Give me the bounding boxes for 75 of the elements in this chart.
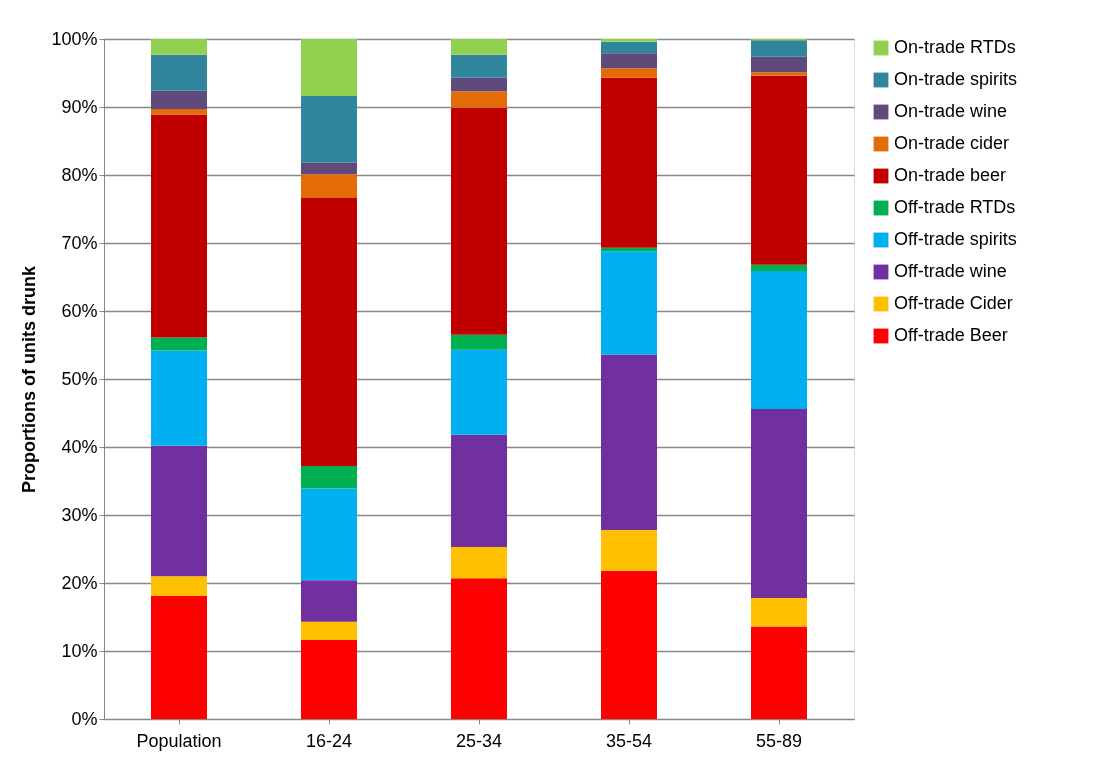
y-tick-label: 90% bbox=[61, 96, 98, 117]
x-tick-label: 16-24 bbox=[305, 730, 353, 751]
bar bbox=[151, 109, 207, 115]
bar bbox=[751, 56, 807, 73]
bar bbox=[601, 53, 657, 69]
bar bbox=[301, 39, 357, 97]
bar bbox=[751, 40, 807, 57]
bar bbox=[301, 198, 357, 467]
bar bbox=[451, 91, 507, 108]
bar bbox=[301, 174, 357, 199]
bar bbox=[751, 264, 807, 271]
y-tick-label: 70% bbox=[61, 232, 98, 253]
bar bbox=[601, 529, 657, 571]
bar bbox=[151, 350, 207, 446]
y-tick-label: 0% bbox=[71, 708, 98, 729]
legend-label: Off-trade wine bbox=[894, 261, 1007, 281]
bar bbox=[601, 39, 657, 42]
bar bbox=[751, 72, 807, 76]
bar bbox=[151, 54, 207, 91]
y-axis-title: Proportions of units drunk bbox=[19, 265, 40, 493]
bar bbox=[601, 77, 657, 248]
x-tick-label: 25-34 bbox=[455, 730, 503, 751]
bar bbox=[451, 39, 507, 55]
y-tick-label: 50% bbox=[61, 368, 98, 389]
legend-label: Off-trade Beer bbox=[894, 325, 1008, 345]
bar bbox=[451, 578, 507, 719]
bar bbox=[451, 434, 507, 547]
legend-label: On-trade cider bbox=[894, 133, 1010, 153]
bar bbox=[151, 595, 207, 719]
legend-label: Off-trade RTDs bbox=[894, 197, 1016, 217]
y-tick-label: 60% bbox=[61, 300, 98, 321]
legend-label: On-trade beer bbox=[894, 165, 1007, 185]
y-tick-label: 100% bbox=[51, 28, 98, 49]
bar bbox=[751, 75, 807, 265]
bar bbox=[601, 41, 657, 54]
bar bbox=[151, 90, 207, 110]
bar bbox=[751, 270, 807, 409]
bar bbox=[751, 408, 807, 598]
bar bbox=[301, 621, 357, 641]
bar bbox=[601, 68, 657, 78]
bar bbox=[301, 96, 357, 163]
legend-label: On-trade wine bbox=[894, 101, 1008, 121]
bar bbox=[451, 334, 507, 350]
x-tick-label: 35-54 bbox=[605, 730, 653, 751]
bar bbox=[751, 597, 807, 627]
bar bbox=[451, 54, 507, 78]
x-tick-label: 55-89 bbox=[755, 730, 803, 751]
bar bbox=[151, 576, 207, 596]
bar bbox=[451, 349, 507, 435]
bar bbox=[301, 162, 357, 175]
legend-label: On-trade spirits bbox=[894, 69, 1018, 89]
y-tick-label: 10% bbox=[61, 640, 98, 661]
bar bbox=[151, 445, 207, 577]
bar bbox=[151, 114, 207, 338]
y-tick-label: 30% bbox=[61, 504, 98, 525]
y-tick-label: 80% bbox=[61, 164, 98, 185]
bar bbox=[751, 626, 807, 719]
bar bbox=[601, 570, 657, 719]
y-tick-label: 20% bbox=[61, 572, 98, 593]
legend-label: On-trade RTDs bbox=[894, 37, 1016, 57]
bar bbox=[451, 77, 507, 92]
bar bbox=[301, 466, 357, 489]
legend-label: Off-trade spirits bbox=[894, 229, 1017, 249]
bar bbox=[301, 640, 357, 719]
bar bbox=[601, 251, 657, 355]
bar bbox=[301, 488, 357, 581]
legend-label: Off-trade Cider bbox=[894, 293, 1013, 313]
y-tick-label: 40% bbox=[61, 436, 98, 457]
bar bbox=[151, 337, 207, 351]
bar bbox=[601, 354, 657, 530]
x-tick-label: Population bbox=[136, 730, 222, 751]
bar bbox=[451, 546, 507, 579]
bar bbox=[451, 107, 507, 335]
bar bbox=[301, 580, 357, 622]
bar bbox=[151, 39, 207, 55]
